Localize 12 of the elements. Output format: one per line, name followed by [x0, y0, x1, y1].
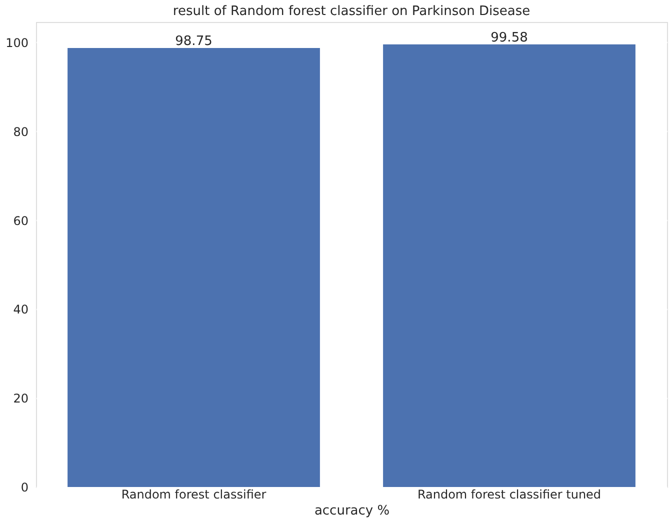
- chart-title: result of Random forest classifier on Parkinson Disease: [172, 4, 530, 19]
- x-axis-title: accuracy %: [314, 504, 390, 518]
- x-tick-label: Random forest classifier tuned: [417, 488, 602, 502]
- data-label: 98.75: [175, 34, 212, 50]
- x-tick-label: Random forest classifier: [121, 488, 266, 502]
- y-tick-label: 60: [13, 214, 28, 228]
- y-tick-label: 0: [20, 480, 28, 494]
- y-tick-label: 20: [13, 392, 28, 406]
- y-tick-label: 40: [13, 302, 28, 317]
- data-label: 99.58: [490, 30, 528, 46]
- y-tick-label: 100: [6, 36, 28, 50]
- y-tick-label: 80: [13, 124, 28, 139]
